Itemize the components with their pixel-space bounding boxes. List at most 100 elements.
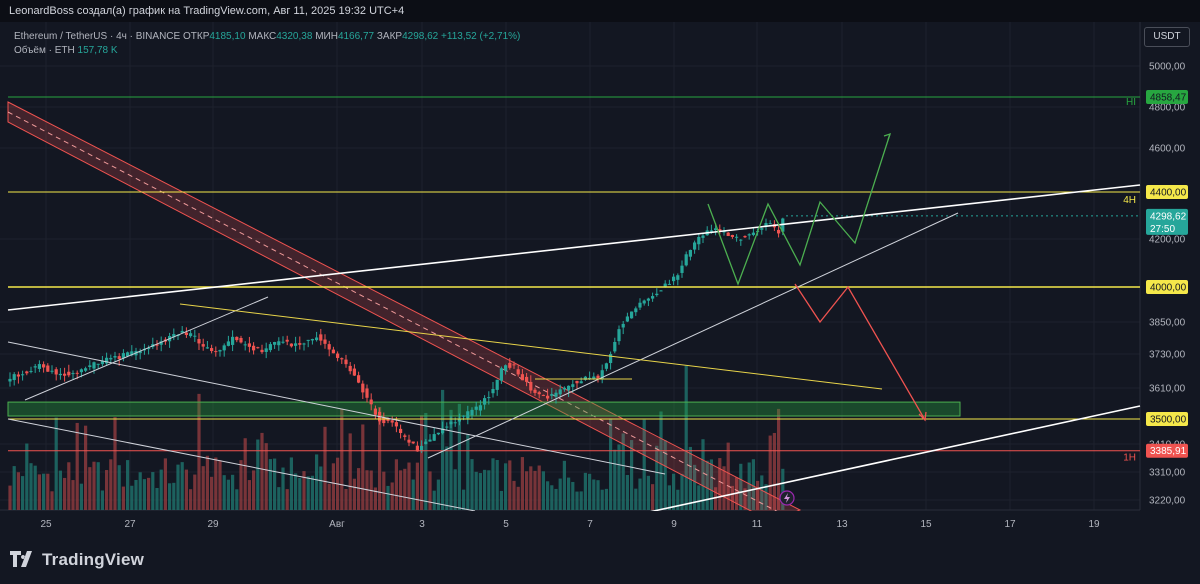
candle-body (512, 364, 516, 366)
volume-bar (109, 459, 113, 510)
x-tick-label-11: 17 (1004, 519, 1016, 530)
volume-bar (600, 489, 604, 510)
volume-bar (63, 477, 67, 510)
candle-body (247, 343, 251, 347)
volume-bar (751, 459, 755, 510)
candle-body (147, 347, 151, 350)
candle-body (525, 376, 529, 382)
volume-bar (613, 449, 617, 510)
candle-body (743, 235, 747, 238)
candle-body (676, 275, 680, 280)
candle-body (436, 432, 440, 435)
candle-body (243, 344, 247, 346)
volume-bar (672, 473, 676, 510)
volume-bar (541, 471, 545, 510)
candle-body (403, 435, 407, 437)
y-tick-label-6: 3610,00 (1149, 384, 1186, 395)
volume-bar (222, 475, 226, 510)
candle-body (256, 347, 260, 349)
price-badge-1: 4400,00 4H (1123, 185, 1188, 206)
legend-symbol: Ethereum / TetherUS · 4ч · BINANCE (14, 31, 181, 42)
volume-bar (218, 460, 222, 510)
volume-bar (659, 411, 663, 510)
legend-open-label: ОТКР (182, 31, 210, 42)
candle-body (88, 365, 92, 368)
volume-bar (243, 438, 247, 510)
footer: TradingView (0, 542, 1200, 584)
candle-body (352, 368, 356, 376)
price-badge-bg (1146, 412, 1188, 426)
volume-bar (646, 475, 650, 510)
candle-body (365, 388, 369, 398)
candle-body (697, 236, 701, 245)
attribution-bar: LeonardBoss создал(а) график на TradingV… (0, 0, 1200, 22)
candle-body (651, 296, 655, 299)
volume-bar (499, 490, 503, 510)
legend-close: 4298,62 (402, 31, 439, 42)
candle-body (126, 352, 130, 357)
volume-bar (621, 433, 625, 510)
volume-bar (718, 458, 722, 510)
legend-row-volume: Объём · ETH 157,78 K (14, 44, 520, 58)
y-tick-label-4: 3850,00 (1149, 318, 1186, 329)
volume-bar (705, 460, 709, 510)
x-tick-label-10: 15 (920, 519, 932, 530)
bearish-projection (794, 283, 926, 421)
candle-body (621, 323, 625, 328)
candle-body (739, 239, 743, 241)
volume-bar (588, 473, 592, 510)
yellow-trendline (179, 303, 883, 390)
candle-body (21, 374, 25, 376)
time-axis[interactable]: 25 27 29 Авг 3 5 7 9 11 13 15 17 19 (0, 511, 1200, 542)
legend-row-price: Ethereum / TetherUS · 4ч · BINANCE ОТКР 4… (14, 30, 520, 44)
candle-body (399, 428, 403, 434)
volume-bar (453, 469, 457, 510)
volume-bar (684, 365, 688, 510)
volume-bar (168, 483, 172, 510)
candle-body (735, 236, 739, 238)
candle-body (529, 381, 533, 391)
currency-button[interactable]: USDT (1144, 27, 1190, 47)
volume-bar (638, 478, 642, 510)
candle-body (323, 339, 327, 344)
candle-body (92, 362, 96, 369)
x-tick-label-5: 5 (503, 519, 509, 530)
candle-body (592, 376, 596, 379)
candle-body (214, 351, 218, 353)
volume-bar (210, 476, 214, 510)
candle-body (117, 356, 121, 359)
volume-bar (331, 463, 335, 510)
price-badge-4: 3500,00 (1146, 412, 1188, 426)
candle-body (109, 357, 113, 360)
legend-change: +113,52 (+2,71%) (441, 31, 521, 42)
candle-body (12, 374, 16, 381)
volume-bar (558, 478, 562, 510)
candle-body (67, 371, 71, 376)
bearish-arrowhead (918, 411, 927, 422)
volume-bar (138, 472, 142, 510)
volume-bar (516, 486, 520, 510)
volume-bar (667, 485, 671, 510)
y-tick-label-3: 4200,00 (1149, 235, 1186, 246)
candle-body (285, 339, 289, 342)
volume-bar (680, 473, 684, 510)
volume-bar (529, 466, 533, 510)
volume-bar (462, 489, 466, 510)
volume-bar (525, 471, 529, 510)
volume-bar (54, 417, 58, 510)
volume-bar (75, 422, 79, 510)
volume-bar (722, 466, 726, 510)
candle-body (159, 341, 163, 345)
candle-body (54, 369, 58, 375)
early-trendline (24, 296, 269, 401)
candle-body (726, 232, 730, 237)
candle-body (491, 389, 495, 394)
volume-bar (294, 473, 298, 510)
candle-body (596, 375, 600, 379)
volume-bar (512, 480, 516, 510)
bullish-arrowhead (883, 132, 892, 141)
candle-body (777, 229, 781, 234)
price-chart[interactable]: 5000,00 4800,00 4600,00 4200,00 3850,00 3730,… (0, 22, 1200, 542)
candle-body (638, 302, 642, 308)
candle-body (478, 405, 482, 411)
